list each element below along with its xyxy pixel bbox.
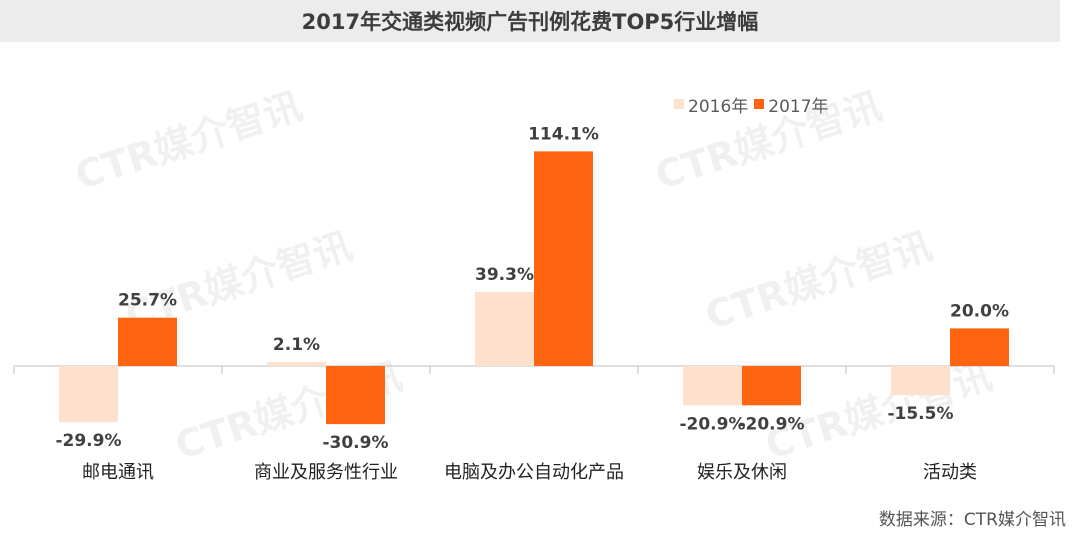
category-label: 娱乐及休闲 bbox=[697, 462, 787, 483]
data-label: -29.9% bbox=[55, 431, 121, 451]
legend-swatch-2017 bbox=[754, 99, 765, 109]
bar-2017 bbox=[118, 317, 177, 366]
data-label: 25.7% bbox=[118, 291, 177, 311]
bar-2016 bbox=[683, 366, 742, 406]
category-label: 活动类 bbox=[923, 462, 977, 483]
data-source: 数据来源：CTR媒介智讯 bbox=[878, 510, 1066, 530]
bar-2016 bbox=[267, 362, 326, 366]
data-label: 20.0% bbox=[950, 301, 1009, 321]
legend-item-2016: 2016年 bbox=[674, 92, 748, 117]
data-label: -20.9% bbox=[738, 414, 804, 434]
data-label: -30.9% bbox=[322, 433, 388, 453]
category-label: 商业及服务性行业 bbox=[254, 462, 398, 483]
legend-label-2017: 2017年 bbox=[768, 96, 829, 117]
data-label: -15.5% bbox=[887, 404, 953, 424]
bar-2016 bbox=[891, 366, 950, 396]
data-label: 114.1% bbox=[528, 124, 599, 144]
bar-2016 bbox=[475, 292, 534, 366]
legend-item-2017: 2017年 bbox=[754, 92, 829, 117]
category-label: 电脑及办公自动化产品 bbox=[444, 462, 624, 483]
data-label: -20.9% bbox=[679, 414, 745, 434]
data-label: 2.1% bbox=[273, 335, 320, 355]
chart-legend: 2016年 2017年 bbox=[674, 92, 835, 117]
title-band bbox=[0, 0, 1060, 42]
category-label: 邮电通讯 bbox=[82, 462, 154, 483]
bar-2017 bbox=[534, 151, 593, 366]
data-label: 39.3% bbox=[475, 265, 534, 285]
bar-2017 bbox=[326, 366, 385, 425]
bar-2017 bbox=[950, 328, 1009, 366]
legend-label-2016: 2016年 bbox=[688, 96, 749, 117]
bar-2017 bbox=[742, 366, 801, 406]
bar-2016 bbox=[59, 366, 118, 423]
legend-swatch-2016 bbox=[674, 99, 684, 109]
chart-title: 2017年交通类视频广告刊例花费TOP5行业增幅 bbox=[301, 10, 759, 34]
